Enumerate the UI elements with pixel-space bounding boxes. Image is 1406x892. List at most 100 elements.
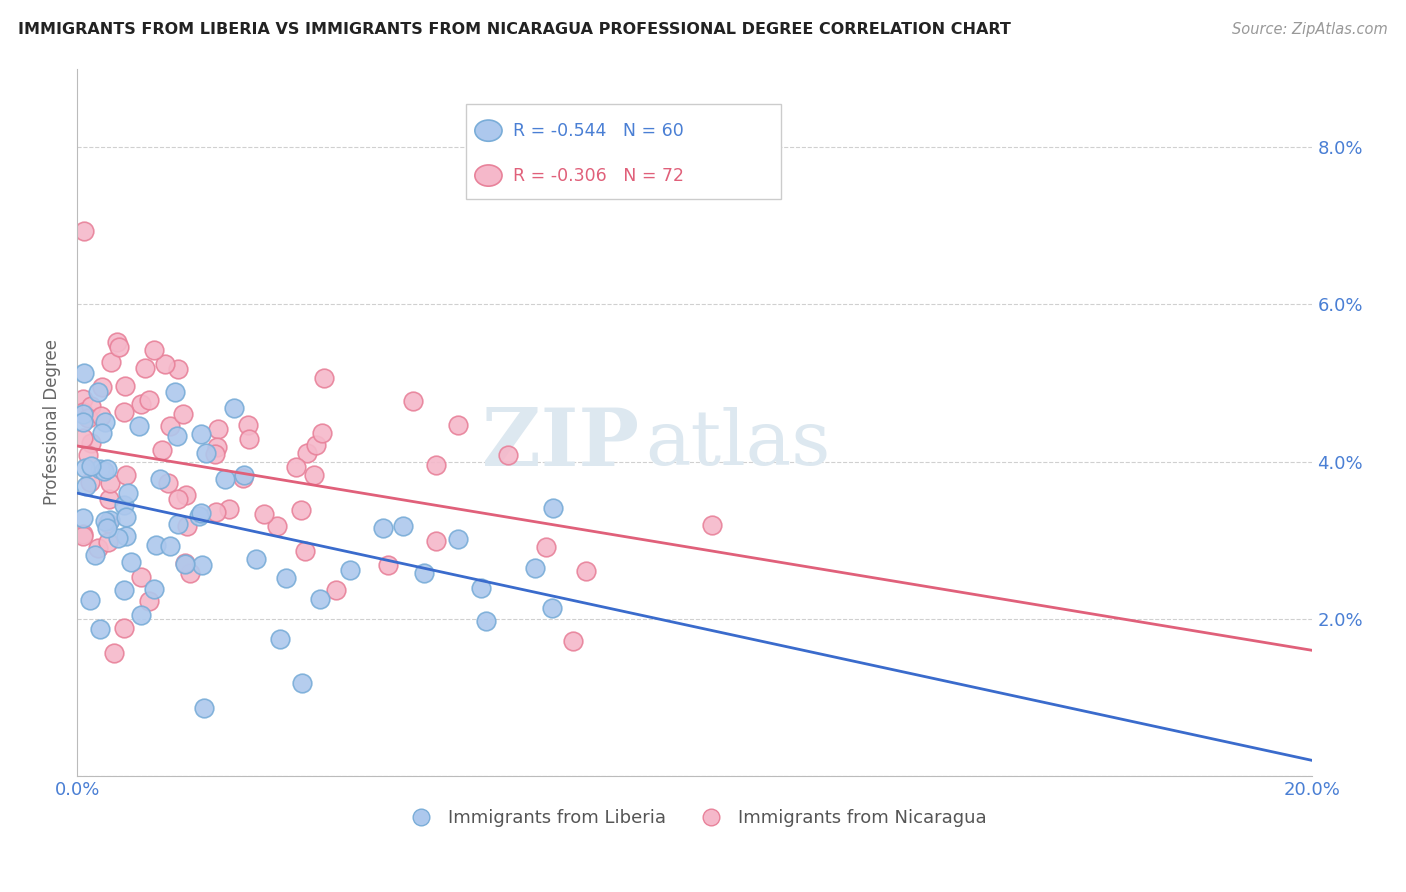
- Point: [97, 516, 120, 530]
- Point: [72, 431, 94, 445]
- Point: [134, 361, 156, 376]
- Point: [138, 594, 160, 608]
- Legend: Immigrants from Liberia, Immigrants from Nicaragua: Immigrants from Liberia, Immigrants from…: [395, 802, 994, 834]
- Point: [138, 392, 160, 407]
- Point: [112, 498, 135, 512]
- Point: [188, 509, 211, 524]
- Point: [291, 676, 314, 690]
- Point: [83, 549, 105, 563]
- Point: [91, 379, 114, 393]
- Point: [412, 566, 434, 580]
- Point: [90, 409, 112, 424]
- Point: [79, 593, 101, 607]
- Point: [290, 503, 312, 517]
- Point: [72, 392, 94, 406]
- Point: [238, 432, 260, 446]
- Point: [193, 701, 215, 715]
- Text: R = -0.306   N = 72: R = -0.306 N = 72: [513, 167, 685, 185]
- Point: [266, 519, 288, 533]
- Point: [120, 554, 142, 568]
- Point: [152, 442, 174, 457]
- Point: [96, 521, 118, 535]
- Point: [159, 539, 181, 553]
- Point: [115, 509, 138, 524]
- Point: [80, 459, 103, 474]
- Point: [174, 488, 197, 502]
- Point: [93, 464, 115, 478]
- Point: [274, 571, 297, 585]
- Point: [167, 516, 190, 531]
- Point: [107, 340, 129, 354]
- Point: [561, 633, 583, 648]
- Point: [425, 458, 447, 473]
- Point: [524, 561, 547, 575]
- Point: [205, 440, 228, 454]
- Point: [72, 224, 94, 238]
- Point: [72, 528, 94, 542]
- Point: [100, 355, 122, 369]
- Point: [540, 601, 562, 615]
- Point: [190, 506, 212, 520]
- Point: [222, 401, 245, 415]
- Point: [166, 429, 188, 443]
- FancyBboxPatch shape: [467, 103, 782, 200]
- Point: [115, 529, 138, 543]
- Point: [305, 438, 328, 452]
- Point: [446, 418, 468, 433]
- Point: [105, 334, 128, 349]
- Point: [575, 565, 598, 579]
- Point: [371, 520, 394, 534]
- Point: [172, 407, 194, 421]
- Point: [72, 405, 94, 419]
- Point: [312, 371, 335, 385]
- Point: [94, 514, 117, 528]
- Point: [91, 426, 114, 441]
- Text: R = -0.544   N = 60: R = -0.544 N = 60: [513, 121, 683, 140]
- Point: [87, 541, 110, 555]
- Point: [402, 394, 425, 409]
- Point: [77, 448, 100, 462]
- Point: [93, 415, 115, 429]
- Point: [112, 583, 135, 598]
- Point: [112, 621, 135, 635]
- Point: [190, 426, 212, 441]
- Text: IMMIGRANTS FROM LIBERIA VS IMMIGRANTS FROM NICARAGUA PROFESSIONAL DEGREE CORRELA: IMMIGRANTS FROM LIBERIA VS IMMIGRANTS FR…: [18, 22, 1011, 37]
- Point: [232, 470, 254, 484]
- Point: [167, 362, 190, 376]
- Point: [176, 518, 198, 533]
- Point: [392, 519, 415, 533]
- Point: [253, 507, 276, 521]
- Text: atlas: atlas: [645, 407, 831, 481]
- Point: [107, 532, 129, 546]
- Point: [174, 556, 197, 570]
- Point: [700, 517, 723, 532]
- Text: Source: ZipAtlas.com: Source: ZipAtlas.com: [1232, 22, 1388, 37]
- Point: [128, 419, 150, 434]
- Point: [214, 472, 236, 486]
- Point: [534, 540, 557, 554]
- Point: [129, 607, 152, 622]
- Point: [245, 551, 267, 566]
- Point: [173, 557, 195, 571]
- Point: [98, 513, 121, 527]
- Point: [115, 468, 138, 483]
- Point: [191, 558, 214, 573]
- Point: [304, 468, 326, 483]
- Point: [72, 416, 94, 430]
- Point: [86, 384, 108, 399]
- Point: [89, 622, 111, 636]
- Point: [153, 357, 176, 371]
- Point: [131, 570, 153, 584]
- Point: [142, 582, 165, 596]
- Point: [377, 558, 399, 572]
- Point: [447, 532, 470, 546]
- Ellipse shape: [475, 165, 502, 186]
- Point: [75, 479, 97, 493]
- Point: [72, 407, 94, 421]
- Point: [77, 411, 100, 425]
- Point: [131, 397, 153, 411]
- Point: [98, 476, 121, 491]
- Point: [112, 404, 135, 418]
- Point: [285, 460, 308, 475]
- Point: [97, 534, 120, 549]
